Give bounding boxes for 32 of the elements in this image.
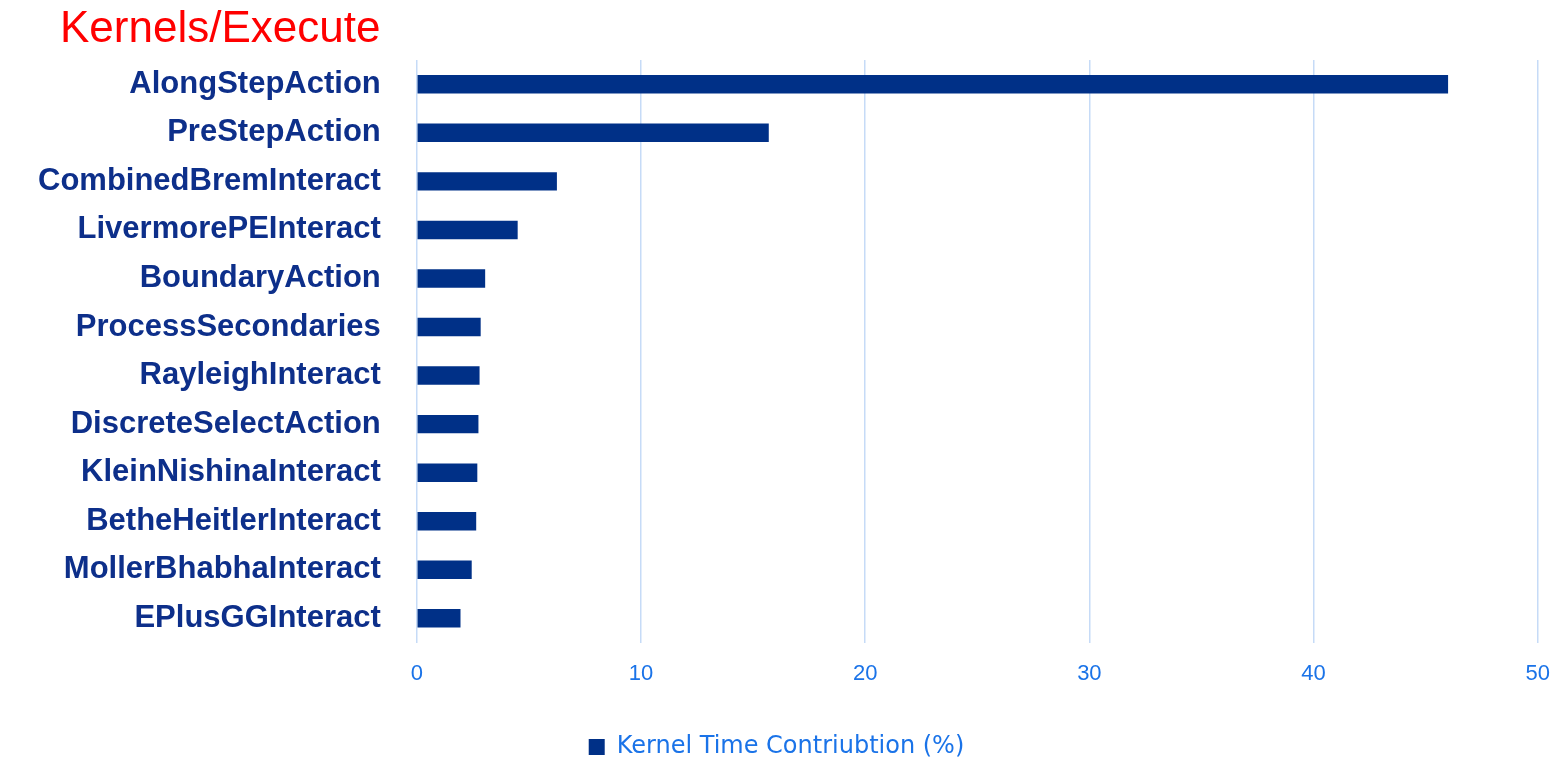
x-tick-label: 0	[410, 659, 423, 685]
y-tick-label: BetheHeitlerInteract	[86, 501, 381, 537]
x-tick-label: 10	[628, 659, 654, 685]
x-tick-label: 20	[852, 659, 878, 685]
y-tick-label: LivermorePEInteract	[77, 210, 381, 246]
y-tick-label: PreStepAction	[167, 113, 381, 149]
bar	[417, 512, 477, 531]
bar	[417, 414, 479, 434]
y-tick-label: DiscreteSelectAction	[70, 404, 381, 440]
bar	[417, 366, 480, 385]
x-tick-label: 50	[1525, 659, 1551, 685]
bar	[417, 317, 481, 337]
y-tick-label: CombinedBremInteract	[37, 161, 381, 197]
y-tick-label: BoundaryAction	[139, 259, 381, 295]
y-tick-label: EPlusGGInteract	[134, 598, 381, 634]
x-tick-label: 30	[1077, 659, 1102, 685]
bar	[417, 123, 769, 143]
bar	[417, 172, 557, 191]
y-tick-label: ProcessSecondaries	[75, 307, 381, 343]
bar	[417, 269, 486, 288]
y-tick-label: AlongStepAction	[129, 64, 381, 100]
y-tick-label: KleinNishinaInteract	[81, 453, 381, 489]
x-tick-label: 40	[1301, 659, 1326, 685]
y-tick-label: MollerBhabhaInteract	[63, 550, 381, 586]
bar	[417, 560, 472, 579]
bar	[417, 609, 461, 628]
bar	[417, 220, 518, 240]
y-tick-label: RayleighInteract	[139, 356, 381, 392]
bar	[417, 75, 1449, 94]
bar	[417, 463, 478, 482]
chart-title: Kernels/Execute	[60, 2, 381, 52]
legend-label: Kernel Time Contriubtion (%)	[616, 731, 965, 760]
